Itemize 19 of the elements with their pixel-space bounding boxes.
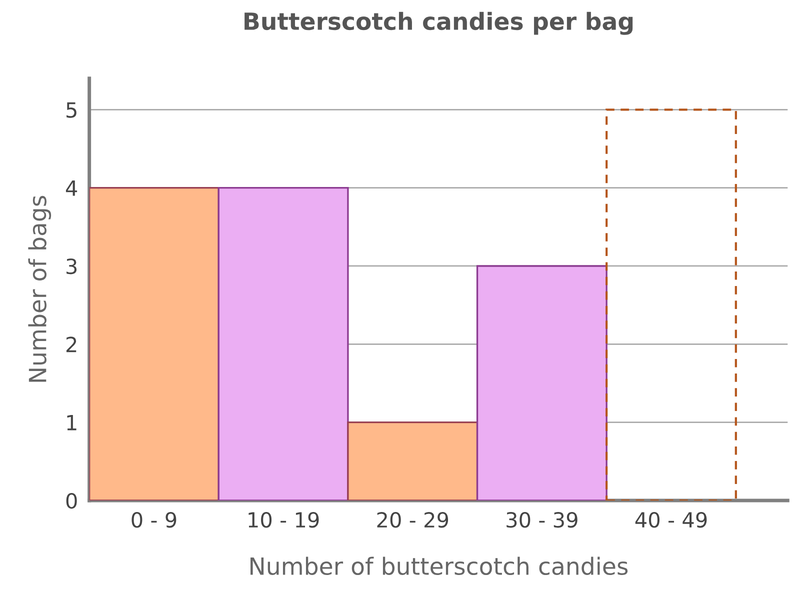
y-tick-label: 0 (66, 492, 77, 509)
x-tick-label: 20 - 29 (377, 512, 448, 528)
y-tick-label: 4 (66, 180, 78, 196)
x-tick-label: 10 - 19 (248, 512, 319, 528)
bar (476, 265, 608, 500)
chart-title: Butterscotch candies per bag (244, 12, 633, 35)
y-axis-title: Number of bags (28, 196, 52, 382)
bar (218, 186, 349, 500)
y-tick-label: 3 (66, 258, 77, 274)
bar (347, 421, 478, 500)
x-tick-label: 30 - 39 (506, 512, 578, 528)
y-tick-label: 2 (66, 336, 76, 352)
x-axis-title: Number of butterscotch candies (250, 556, 628, 576)
y-tick-label: 1 (67, 415, 76, 430)
x-tick-label: 40 - 49 (635, 512, 707, 528)
y-tick-label: 5 (66, 102, 76, 118)
bar (606, 108, 737, 500)
bar (89, 186, 220, 500)
x-tick-label: 0 - 9 (132, 512, 176, 528)
